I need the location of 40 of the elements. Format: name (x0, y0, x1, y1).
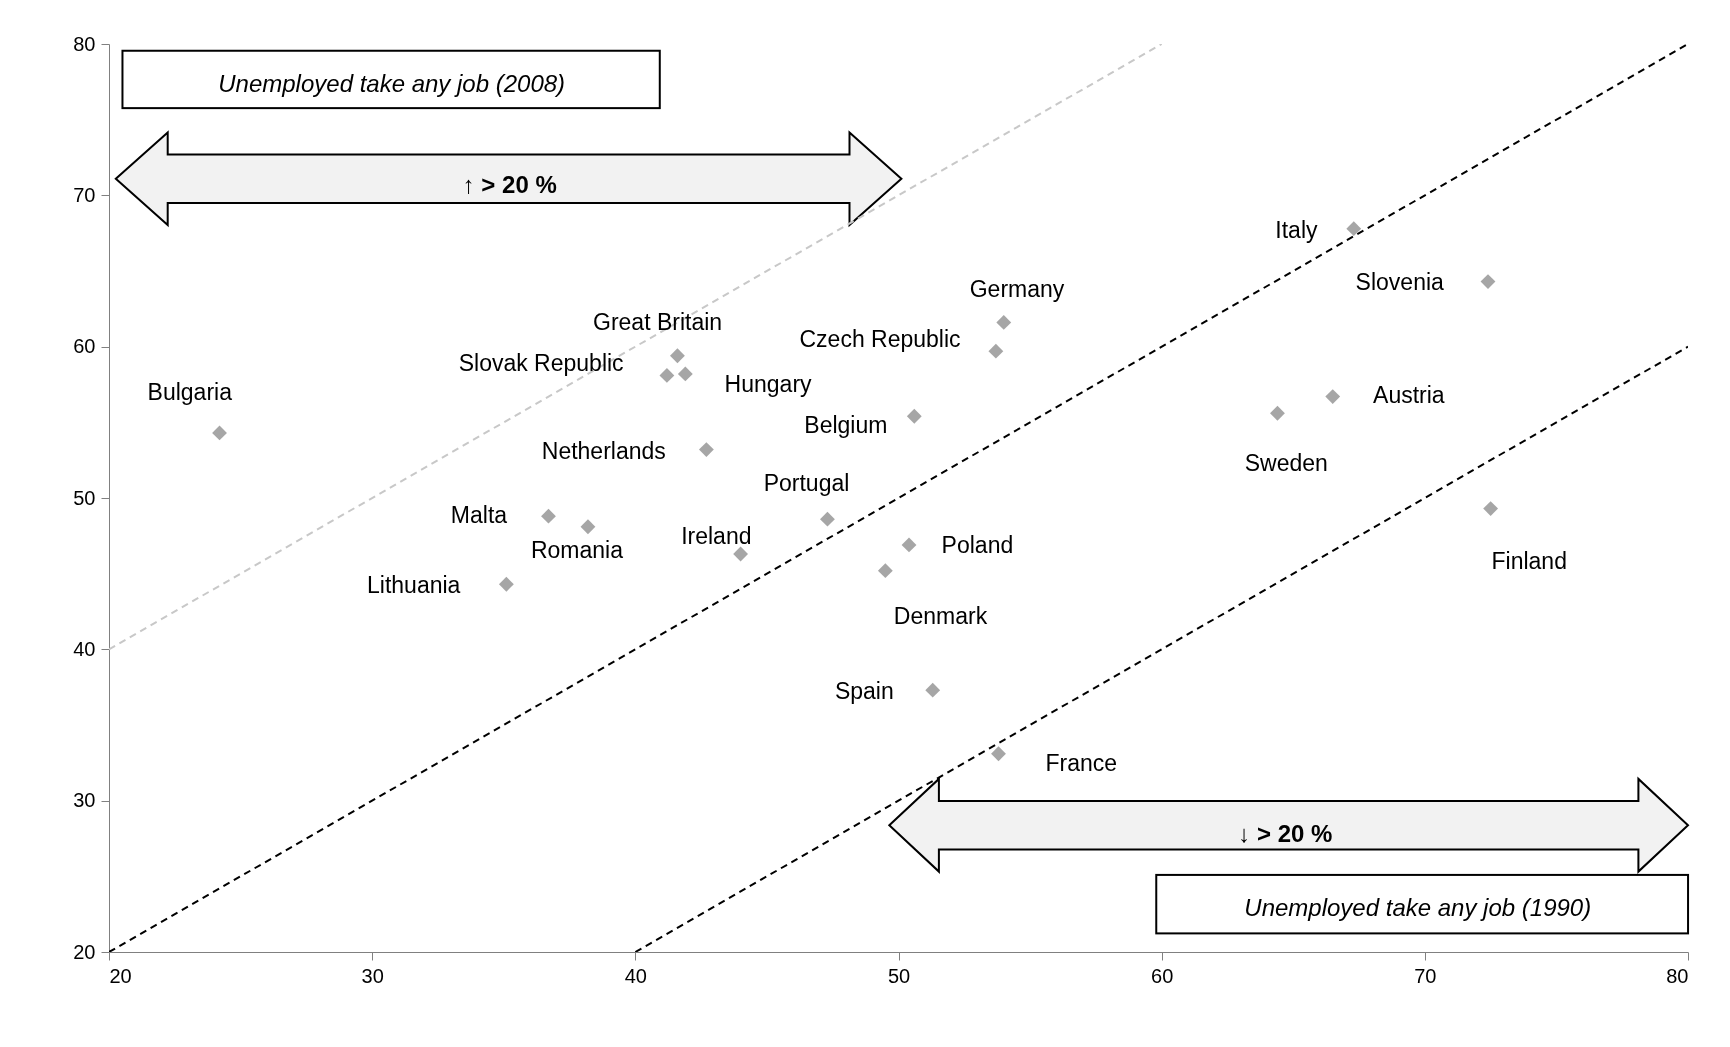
series-label: France (1045, 749, 1118, 776)
series-label: Poland (941, 532, 1014, 559)
y-tick-label: 40 (73, 637, 96, 660)
x-tick-label: 30 (361, 964, 384, 987)
series-label: Czech Republic (799, 326, 961, 353)
y-tick-label: 30 (73, 789, 96, 812)
x-tick-label: 20 (109, 964, 132, 987)
y-tick-label: 70 (73, 183, 96, 206)
series-label: Ireland (681, 523, 752, 550)
y-tick-label: 50 (73, 486, 96, 509)
series-label: Netherlands (541, 437, 666, 464)
series-label: Austria (1373, 381, 1445, 408)
x-tick-label: 60 (1151, 964, 1174, 987)
series-label: Italy (1275, 216, 1318, 243)
series-label: Slovenia (1355, 268, 1445, 295)
annotation: Unemployed take any job (1990) (1244, 894, 1592, 922)
x-tick-label: 40 (624, 964, 647, 987)
series-label: Finland (1491, 547, 1567, 574)
y-tick-label: 80 (73, 32, 96, 55)
y-tick-label: 20 (73, 940, 96, 963)
series-label: Lithuania (367, 572, 461, 599)
annotation: Unemployed take any job (2008) (218, 69, 566, 97)
series-label: Denmark (893, 602, 988, 629)
series-label: Sweden (1244, 450, 1328, 477)
series-label: Great Britain (593, 308, 723, 335)
series-label: Portugal (763, 469, 850, 496)
series-label: Spain (834, 678, 894, 705)
x-tick-label: 50 (887, 964, 911, 987)
series-label: Belgium (804, 412, 888, 439)
series-label: Malta (450, 502, 508, 529)
annotation: ↓ > 20 % (1238, 820, 1333, 848)
series-label: Bulgaria (147, 379, 233, 406)
y-tick-label: 60 (73, 335, 96, 358)
series-label: Slovak Republic (458, 350, 624, 377)
x-tick-label: 70 (1414, 964, 1437, 987)
annotation: ↑ > 20 % (462, 171, 557, 199)
series-label: Germany (969, 276, 1065, 303)
series-label: Romania (530, 537, 624, 564)
series-label: Hungary (724, 370, 813, 397)
x-tick-label: 80 (1666, 964, 1689, 987)
